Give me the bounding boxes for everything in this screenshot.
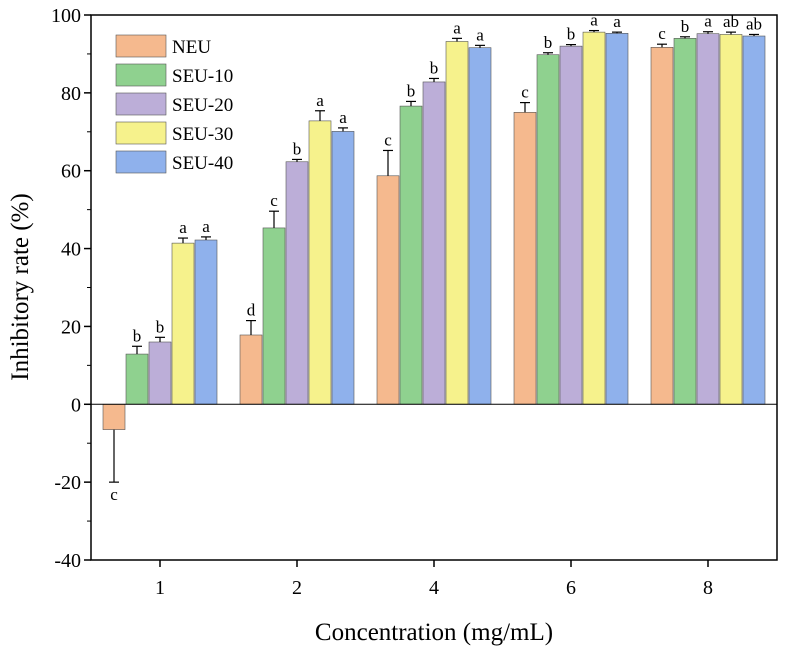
bar (513, 112, 537, 405)
y-tick-label: 0 (71, 394, 81, 416)
y-tick-label: -20 (54, 472, 81, 494)
bar (742, 35, 766, 405)
bar (331, 131, 355, 405)
significance-label: b (430, 58, 439, 77)
bar (399, 105, 423, 405)
bar (696, 33, 720, 405)
significance-label: ab (746, 14, 762, 33)
bar (194, 239, 218, 405)
bar (262, 227, 286, 405)
x-tick-label: 2 (292, 577, 302, 599)
legend-swatch (115, 34, 167, 58)
y-axis-title: Inhibitory rate (%) (7, 193, 34, 380)
bar (285, 161, 309, 405)
legend-swatch (115, 150, 167, 174)
legend-label: SEU-30 (172, 124, 233, 145)
bar (239, 334, 263, 405)
y-tick-label: 40 (61, 239, 81, 261)
bar (308, 120, 332, 405)
bar (468, 47, 492, 405)
bar (148, 341, 172, 405)
bar (536, 54, 560, 405)
significance-label: a (704, 12, 712, 31)
x-axis-title: Concentration (mg/mL) (315, 619, 553, 646)
x-tick-label: 8 (703, 577, 713, 599)
significance-label: b (293, 139, 302, 158)
bar (422, 81, 446, 405)
significance-label: c (110, 485, 118, 504)
significance-label: a (590, 11, 598, 30)
significance-label: a (453, 18, 461, 37)
significance-label: a (202, 217, 210, 236)
bar (605, 32, 629, 405)
significance-label: d (247, 301, 256, 320)
significance-label: a (476, 25, 484, 44)
legend-swatch (115, 63, 167, 87)
legend-label: SEU-40 (172, 153, 233, 174)
bar (445, 41, 469, 405)
significance-label: c (270, 191, 278, 210)
significance-label: a (613, 12, 621, 31)
bar (171, 242, 195, 405)
y-tick-label: 60 (61, 161, 81, 183)
significance-label: c (384, 130, 392, 149)
significance-label: a (179, 218, 187, 237)
x-tick-label: 6 (566, 577, 576, 599)
bar (559, 45, 583, 405)
x-tick-label: 1 (155, 577, 165, 599)
significance-label: b (544, 33, 553, 52)
bar (673, 38, 697, 405)
y-tick-label: -40 (54, 550, 81, 572)
significance-label: ab (723, 12, 739, 31)
bar (650, 47, 674, 405)
legend-label: NEU (172, 37, 211, 58)
significance-label: b (567, 25, 576, 44)
legend-swatch (115, 121, 167, 145)
bar (102, 403, 126, 430)
significance-label: b (133, 326, 142, 345)
legend-label: SEU-20 (172, 95, 233, 116)
y-tick-label: 20 (61, 316, 81, 338)
significance-label: c (521, 83, 529, 102)
significance-label: a (316, 91, 324, 110)
bar (582, 31, 606, 405)
y-tick-label: 80 (61, 83, 81, 105)
bar (376, 175, 400, 405)
bar (719, 34, 743, 405)
legend-label: SEU-10 (172, 66, 233, 87)
significance-label: b (156, 317, 165, 336)
y-tick-label: 100 (51, 5, 81, 27)
legend-swatch (115, 92, 167, 116)
axis-layer: -40 -20 0 20 40 60 80 100 1 2 4 6 8 (51, 5, 777, 599)
bar (125, 353, 149, 405)
significance-label: a (339, 108, 347, 127)
x-tick-label: 4 (429, 577, 439, 599)
significance-label: b (681, 17, 690, 36)
significance-label: b (407, 81, 416, 100)
legend: NEU SEU-10 SEU-20 SEU-30 SEU-40 (115, 34, 233, 174)
significance-label: c (658, 24, 666, 43)
